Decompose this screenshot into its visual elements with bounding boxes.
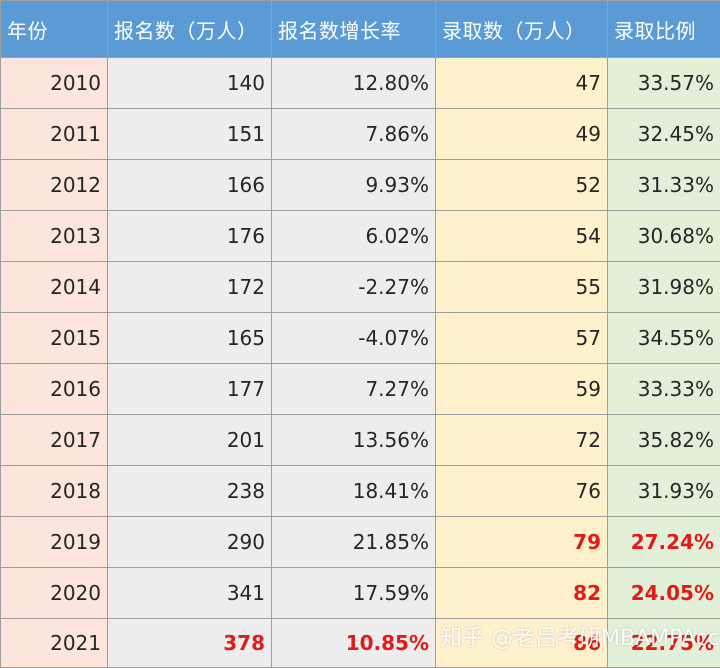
cell-admitted[interactable]: 55	[436, 262, 608, 313]
cell-ratio[interactable]: 31.93%	[608, 466, 720, 517]
cell-applicants[interactable]: 176	[108, 211, 272, 262]
cell-year[interactable]: 2016	[1, 364, 108, 415]
header-admission-ratio[interactable]: 录取比例	[608, 1, 720, 58]
cell-growth[interactable]: -4.07%	[272, 313, 436, 364]
cell-growth[interactable]: 6.02%	[272, 211, 436, 262]
cell-growth[interactable]: 9.93%	[272, 160, 436, 211]
cell-year[interactable]: 2021	[1, 619, 108, 668]
cell-ratio[interactable]: 31.98%	[608, 262, 720, 313]
cell-applicants[interactable]: 341	[108, 568, 272, 619]
cell-year[interactable]: 2013	[1, 211, 108, 262]
cell-applicants[interactable]: 177	[108, 364, 272, 415]
cell-growth[interactable]: 13.56%	[272, 415, 436, 466]
table-row: 2012 166 9.93% 52 31.33%	[1, 160, 720, 211]
cell-admitted[interactable]: 76	[436, 466, 608, 517]
cell-ratio[interactable]: 32.45%	[608, 109, 720, 160]
cell-year[interactable]: 2020	[1, 568, 108, 619]
cell-applicants[interactable]: 166	[108, 160, 272, 211]
cell-admitted[interactable]: 57	[436, 313, 608, 364]
table-row: 2010 140 12.80% 47 33.57%	[1, 58, 720, 109]
header-row: 年份 报名数（万人） 报名数增长率 录取数（万人） 录取比例	[1, 1, 720, 58]
cell-admitted[interactable]: 59	[436, 364, 608, 415]
header-applicants[interactable]: 报名数（万人）	[108, 1, 272, 58]
header-admitted[interactable]: 录取数（万人）	[436, 1, 608, 58]
table-row: 2018 238 18.41% 76 31.93%	[1, 466, 720, 517]
cell-year[interactable]: 2010	[1, 58, 108, 109]
cell-growth[interactable]: 7.86%	[272, 109, 436, 160]
cell-admitted[interactable]: 52	[436, 160, 608, 211]
cell-year[interactable]: 2011	[1, 109, 108, 160]
cell-year[interactable]: 2012	[1, 160, 108, 211]
cell-ratio[interactable]: 33.57%	[608, 58, 720, 109]
table-row: 2019 290 21.85% 79 27.24%	[1, 517, 720, 568]
cell-admitted[interactable]: 72	[436, 415, 608, 466]
cell-growth[interactable]: 21.85%	[272, 517, 436, 568]
header-year[interactable]: 年份	[1, 1, 108, 58]
cell-admitted-highlighted[interactable]: 79	[436, 517, 608, 568]
cell-applicants[interactable]: 290	[108, 517, 272, 568]
cell-growth[interactable]: 18.41%	[272, 466, 436, 517]
cell-growth[interactable]: 17.59%	[272, 568, 436, 619]
cell-ratio[interactable]: 35.82%	[608, 415, 720, 466]
cell-ratio[interactable]: 31.33%	[608, 160, 720, 211]
table-row: 2015 165 -4.07% 57 34.55%	[1, 313, 720, 364]
table-row: 2011 151 7.86% 49 32.45%	[1, 109, 720, 160]
table-row: 2016 177 7.27% 59 33.33%	[1, 364, 720, 415]
cell-year[interactable]: 2017	[1, 415, 108, 466]
cell-growth[interactable]: 7.27%	[272, 364, 436, 415]
table-row: 2013 176 6.02% 54 30.68%	[1, 211, 720, 262]
cell-ratio[interactable]: 30.68%	[608, 211, 720, 262]
header-growth-rate[interactable]: 报名数增长率	[272, 1, 436, 58]
table-row: 2021 378 10.85% 86 22.75%	[1, 619, 720, 668]
cell-admitted[interactable]: 47	[436, 58, 608, 109]
cell-year[interactable]: 2019	[1, 517, 108, 568]
table-row: 2014 172 -2.27% 55 31.98%	[1, 262, 720, 313]
cell-ratio-highlighted[interactable]: 22.75%	[608, 619, 720, 668]
cell-growth[interactable]: 12.80%	[272, 58, 436, 109]
cell-applicants[interactable]: 151	[108, 109, 272, 160]
cell-applicants[interactable]: 238	[108, 466, 272, 517]
cell-growth[interactable]: -2.27%	[272, 262, 436, 313]
cell-ratio[interactable]: 34.55%	[608, 313, 720, 364]
cell-admitted[interactable]: 49	[436, 109, 608, 160]
cell-applicants[interactable]: 172	[108, 262, 272, 313]
table-row: 2020 341 17.59% 82 24.05%	[1, 568, 720, 619]
cell-applicants[interactable]: 165	[108, 313, 272, 364]
cell-ratio[interactable]: 33.33%	[608, 364, 720, 415]
cell-year[interactable]: 2015	[1, 313, 108, 364]
cell-growth-highlighted[interactable]: 10.85%	[272, 619, 436, 668]
cell-admitted-highlighted[interactable]: 86	[436, 619, 608, 668]
cell-applicants[interactable]: 201	[108, 415, 272, 466]
table-body: 2010 140 12.80% 47 33.57% 2011 151 7.86%…	[1, 58, 720, 668]
cell-applicants[interactable]: 140	[108, 58, 272, 109]
cell-ratio-highlighted[interactable]: 27.24%	[608, 517, 720, 568]
cell-applicants-highlighted[interactable]: 378	[108, 619, 272, 668]
cell-year[interactable]: 2014	[1, 262, 108, 313]
cell-year[interactable]: 2018	[1, 466, 108, 517]
table-row: 2017 201 13.56% 72 35.82%	[1, 415, 720, 466]
cell-admitted[interactable]: 54	[436, 211, 608, 262]
cell-admitted-highlighted[interactable]: 82	[436, 568, 608, 619]
cell-ratio-highlighted[interactable]: 24.05%	[608, 568, 720, 619]
